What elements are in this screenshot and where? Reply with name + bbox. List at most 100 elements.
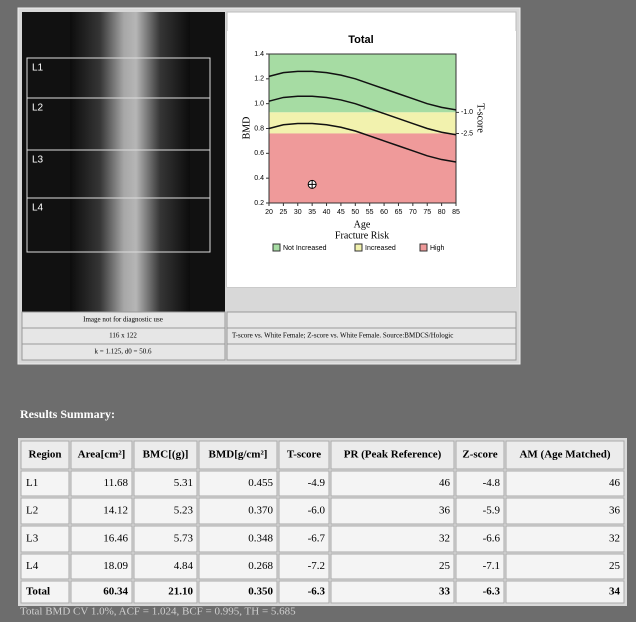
table-text: -6.3 xyxy=(483,586,501,598)
chart-title: Total xyxy=(348,34,373,46)
x-label: Age xyxy=(354,219,371,230)
table-text: 0.348 xyxy=(248,533,273,545)
table-header: Area[cm²] xyxy=(78,449,126,461)
legend-swatch xyxy=(355,244,362,251)
table-text: 33 xyxy=(439,586,451,598)
table-cell xyxy=(506,471,624,496)
y-tick-label: 1.0 xyxy=(254,101,264,108)
x-tick-label: 75 xyxy=(423,209,431,216)
table-text: 34 xyxy=(609,586,621,598)
y2-label: T-score xyxy=(475,103,486,133)
table-text: -6.7 xyxy=(308,533,326,545)
table-text: 0.370 xyxy=(248,505,273,517)
table-text: -6.0 xyxy=(308,505,326,517)
risk-zone xyxy=(269,133,456,203)
y2-tick-label: -2.5 xyxy=(461,130,473,137)
table-text: 5.23 xyxy=(174,505,194,517)
y-tick-label: 0.8 xyxy=(254,125,264,132)
table-cell xyxy=(331,471,454,496)
info-cell xyxy=(227,344,516,360)
page: {"image":{"labels":["L1","L2","L3","L4"]… xyxy=(0,0,636,622)
x-tick-label: 55 xyxy=(366,209,374,216)
x-tick-label: 50 xyxy=(351,209,359,216)
legend-label: High xyxy=(430,245,445,252)
table-text: L4 xyxy=(26,560,39,572)
table-text: -4.9 xyxy=(308,477,326,489)
y-tick-label: 1.2 xyxy=(254,76,264,83)
table-text: 46 xyxy=(439,477,451,489)
table-text: 5.31 xyxy=(174,477,193,489)
report: L1L2L3L4Image not for diagnostic use116 … xyxy=(0,0,636,617)
subtitle: Fracture Risk xyxy=(335,230,389,241)
table-text: L3 xyxy=(26,533,39,545)
spine xyxy=(70,12,190,312)
legend-label: Not Increased xyxy=(283,245,327,252)
vertebra-label: L2 xyxy=(32,103,44,114)
table-text: 32 xyxy=(609,533,620,545)
x-tick-label: 65 xyxy=(395,209,403,216)
table-text: 4.84 xyxy=(174,560,194,572)
table-text: 60.34 xyxy=(103,586,128,598)
info-text: Image not for diagnostic use xyxy=(83,316,163,324)
table-text: 16.46 xyxy=(103,533,128,545)
table-cell xyxy=(506,554,624,579)
vertebra-label: L3 xyxy=(32,155,44,166)
table-text: 0.455 xyxy=(248,477,273,489)
table-header: AM (Age Matched) xyxy=(519,449,610,461)
summary-title: Results Summary: xyxy=(20,407,115,421)
source-text: T-score vs. White Female; Z-score vs. Wh… xyxy=(232,332,453,340)
y-tick-label: 0.2 xyxy=(254,200,264,207)
info-cell xyxy=(227,312,516,328)
table-cell xyxy=(331,581,454,603)
y-tick-label: 1.4 xyxy=(254,51,264,58)
x-tick-label: 85 xyxy=(452,209,460,216)
table-cell xyxy=(331,554,454,579)
table-text: 18.09 xyxy=(103,560,128,572)
table-text: 11.68 xyxy=(104,477,129,489)
x-tick-label: 35 xyxy=(308,209,316,216)
table-text: 46 xyxy=(609,477,621,489)
vertebra-label: L4 xyxy=(32,203,44,214)
table-text: L1 xyxy=(26,477,38,489)
legend-label: Increased xyxy=(365,245,396,252)
y-tick-label: 0.6 xyxy=(254,150,264,157)
table-text: -5.9 xyxy=(483,505,501,517)
table-cell xyxy=(506,526,624,552)
x-tick-label: 45 xyxy=(337,209,345,216)
table-text: 14.12 xyxy=(103,505,128,517)
table-text: Total xyxy=(26,586,50,598)
x-tick-label: 25 xyxy=(279,209,287,216)
table-text: 0.350 xyxy=(248,586,273,598)
table-text: 25 xyxy=(439,560,451,572)
y-label: BMD xyxy=(241,117,252,140)
table-text: -7.2 xyxy=(308,560,325,572)
table-text: -6.6 xyxy=(483,533,501,545)
x-tick-label: 30 xyxy=(294,209,302,216)
table-header: T-score xyxy=(287,449,321,461)
table-cell xyxy=(331,498,454,524)
table-text: 32 xyxy=(439,533,450,545)
table-header: Z-score xyxy=(462,449,497,461)
x-tick-label: 20 xyxy=(265,209,273,216)
y2-tick-label: -1.0 xyxy=(461,109,473,116)
table-cell xyxy=(331,526,454,552)
table-text: 21.10 xyxy=(168,586,193,598)
table-cell xyxy=(506,581,624,603)
footer: Total BMD CV 1.0%, ACF = 1.024, BCF = 0.… xyxy=(20,606,296,617)
table-text: 0.268 xyxy=(248,560,273,572)
x-tick-label: 80 xyxy=(438,209,446,216)
legend-swatch xyxy=(273,244,280,251)
table-header: BMD[g/cm²] xyxy=(209,449,268,461)
table-cell xyxy=(506,498,624,524)
table-text: -7.1 xyxy=(483,560,500,572)
table-text: 5.73 xyxy=(174,533,194,545)
table-text: 36 xyxy=(609,505,621,517)
table-text: L2 xyxy=(26,505,38,517)
legend-swatch xyxy=(420,244,427,251)
info-text: k = 1.125, d0 = 50.6 xyxy=(95,348,152,356)
table-header: Region xyxy=(29,449,62,461)
table-text: 25 xyxy=(609,560,621,572)
x-tick-label: 70 xyxy=(409,209,417,216)
x-tick-label: 60 xyxy=(380,209,388,216)
table-header: PR (Peak Reference) xyxy=(344,449,442,461)
